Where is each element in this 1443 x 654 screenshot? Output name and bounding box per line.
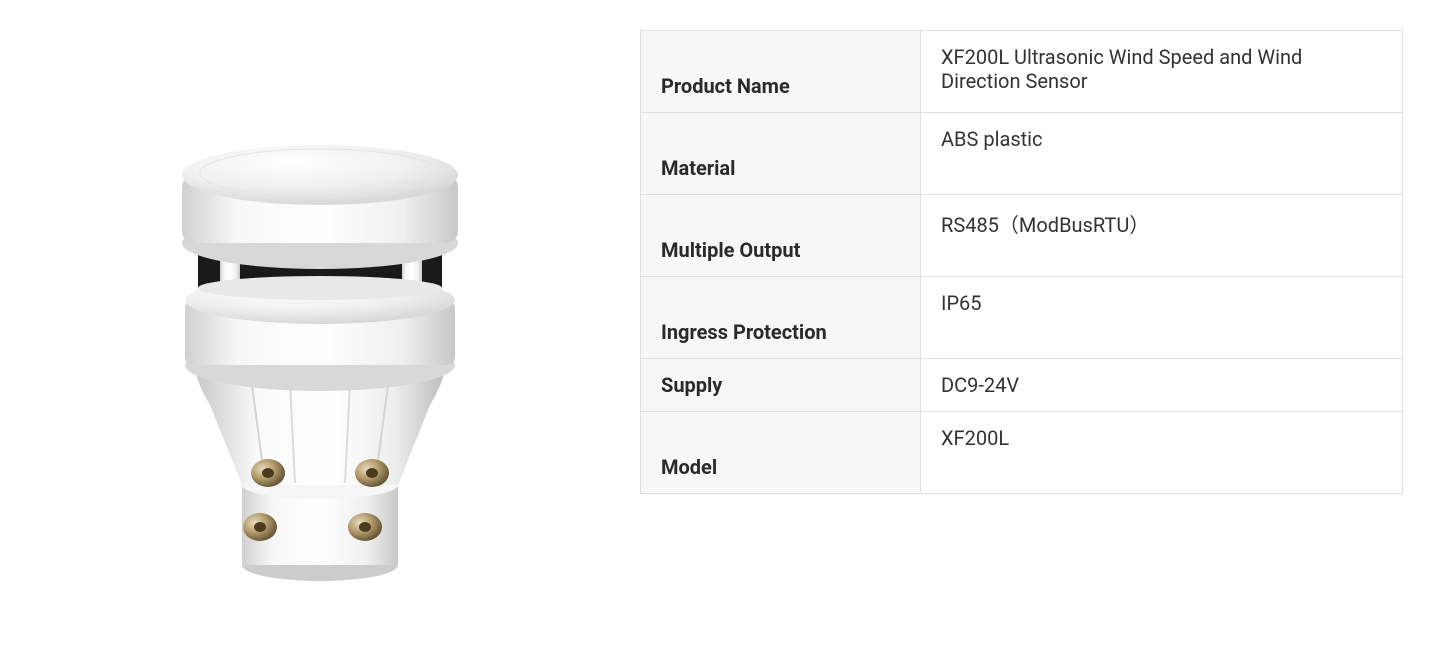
spec-label: Supply bbox=[641, 359, 921, 412]
table-row: Product Name XF200L Ultrasonic Wind Spee… bbox=[641, 31, 1403, 113]
spec-value: XF200L bbox=[921, 412, 1403, 494]
table-row: Material ABS plastic bbox=[641, 113, 1403, 195]
spec-label: Model bbox=[641, 412, 921, 494]
table-row: Ingress Protection IP65 bbox=[641, 277, 1403, 359]
spec-value: IP65 bbox=[921, 277, 1403, 359]
spec-label: Ingress Protection bbox=[641, 277, 921, 359]
spec-value: DC9-24V bbox=[921, 359, 1403, 412]
table-row: Supply DC9-24V bbox=[641, 359, 1403, 412]
spec-label: Product Name bbox=[641, 31, 921, 113]
table-row: Multiple Output RS485（ModBusRTU） bbox=[641, 195, 1403, 277]
product-image-area bbox=[40, 30, 600, 620]
spec-table-body: Product Name XF200L Ultrasonic Wind Spee… bbox=[641, 31, 1403, 494]
spec-value: ABS plastic bbox=[921, 113, 1403, 195]
spec-value: XF200L Ultrasonic Wind Speed and Wind Di… bbox=[921, 31, 1403, 113]
sensor-illustration bbox=[140, 65, 500, 585]
spec-value: RS485（ModBusRTU） bbox=[921, 195, 1403, 277]
spec-label: Material bbox=[641, 113, 921, 195]
spec-table: Product Name XF200L Ultrasonic Wind Spee… bbox=[640, 30, 1403, 494]
spec-label: Multiple Output bbox=[641, 195, 921, 277]
table-row: Model XF200L bbox=[641, 412, 1403, 494]
